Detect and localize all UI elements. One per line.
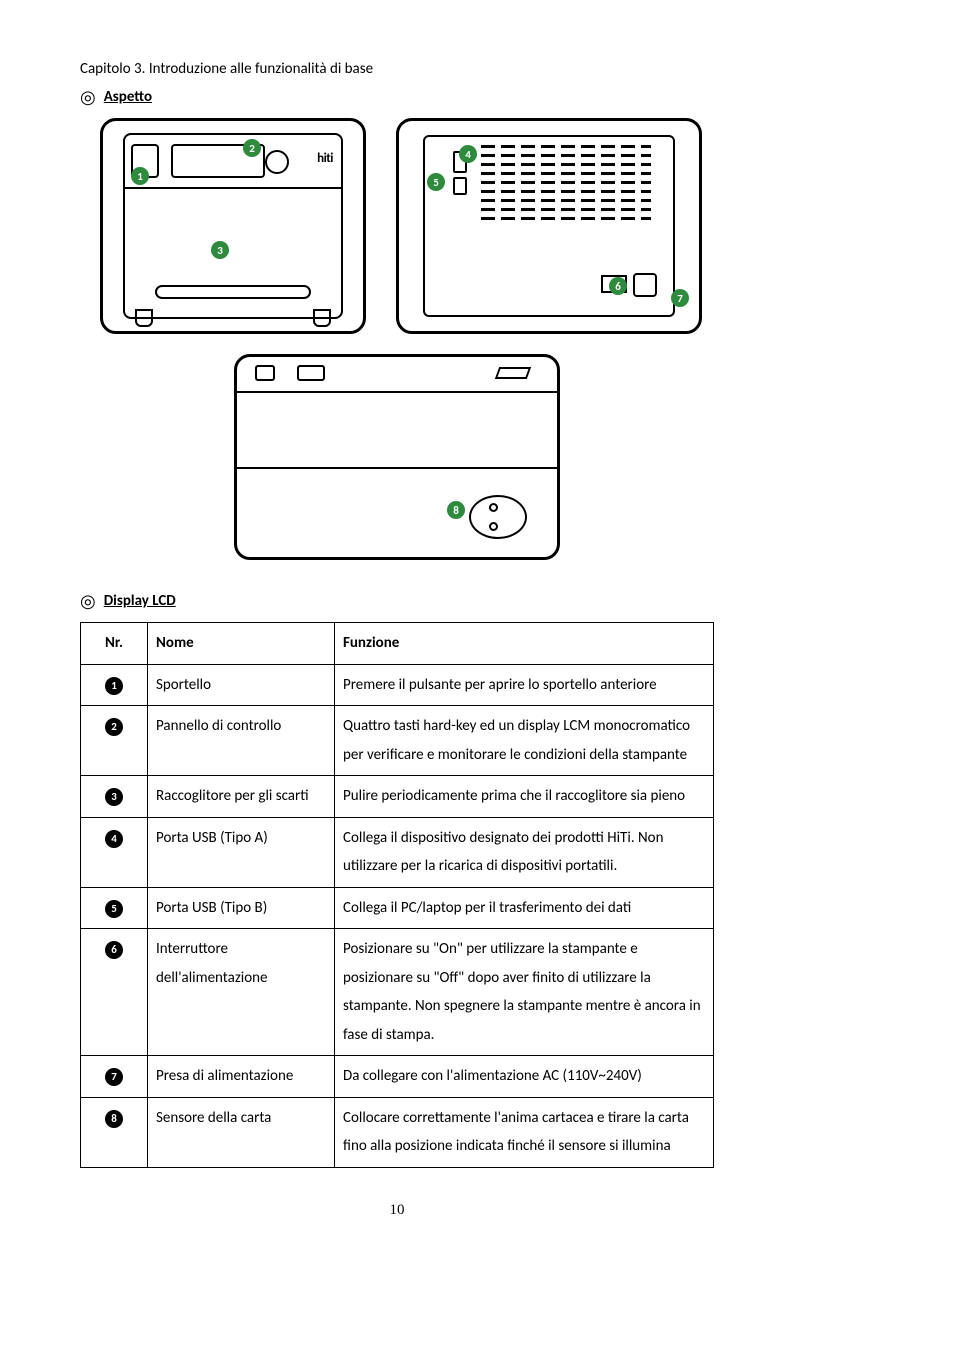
cell-funzione: Collega il PC/laptop per il trasferiment… bbox=[335, 887, 714, 929]
cell-funzione: Quattro tasti hard-key ed un display LCM… bbox=[335, 706, 714, 776]
row-badge: 5 bbox=[105, 900, 123, 918]
badge-5: 5 bbox=[427, 173, 445, 191]
section-aspetto-label: Aspetto bbox=[104, 88, 152, 106]
badge-7: 7 bbox=[671, 289, 689, 307]
table-row: 6 Interruttore dell'alimentazionePosizion… bbox=[81, 929, 714, 1056]
cell-nr: 8 bbox=[81, 1097, 148, 1167]
tray-icon bbox=[155, 285, 311, 299]
slot-2-icon bbox=[297, 365, 325, 381]
badge-3: 3 bbox=[211, 241, 229, 259]
cell-nr: 3 bbox=[81, 776, 148, 818]
cell-funzione: Da collegare con l'alimentazione AC (110… bbox=[335, 1056, 714, 1098]
badge-1: 1 bbox=[131, 167, 149, 185]
table-row: 1 SportelloPremere il pulsante per aprire… bbox=[81, 664, 714, 706]
cell-nr: 6 bbox=[81, 929, 148, 1056]
foot-left-icon bbox=[135, 309, 153, 327]
diagram-front: hiti 1 2 3 bbox=[100, 118, 366, 334]
header-nr: Nr. bbox=[81, 623, 148, 665]
brand-label: hiti bbox=[317, 151, 333, 166]
cell-nome: Sensore della carta bbox=[148, 1097, 335, 1167]
cell-nr: 1 bbox=[81, 664, 148, 706]
section-display-label: Display LCD bbox=[104, 592, 176, 610]
row-badge: 4 bbox=[105, 830, 123, 848]
table-row: 2 Pannello di controlloQuattro tasti hard… bbox=[81, 706, 714, 776]
table-row: 5 Porta USB (Tipo B)Collega il PC/laptop … bbox=[81, 887, 714, 929]
badge-6: 6 bbox=[609, 277, 627, 295]
row-badge: 7 bbox=[105, 1068, 123, 1086]
cell-funzione: Premere il pulsante per aprire lo sporte… bbox=[335, 664, 714, 706]
cell-nr: 7 bbox=[81, 1056, 148, 1098]
cell-nome: Interruttore dell'alimentazione bbox=[148, 929, 335, 1056]
cell-funzione: Collega il dispositivo designato dei pro… bbox=[335, 817, 714, 887]
cell-nome: Porta USB (Tipo A) bbox=[148, 817, 335, 887]
table-row: 3 Raccoglitore per gli scartiPulire perio… bbox=[81, 776, 714, 818]
diagrams-top-row: hiti 1 2 3 4 5 6 7 bbox=[100, 118, 714, 334]
badge-4: 4 bbox=[459, 145, 477, 163]
bullet-icon: ◎ bbox=[80, 86, 96, 108]
chapter-title: Capitolo 3. Introduzione alle funzionali… bbox=[80, 60, 714, 78]
parts-table: Nr. Nome Funzione 1 SportelloPremere il p… bbox=[80, 622, 714, 1168]
cell-nome: Presa di alimentazione bbox=[148, 1056, 335, 1098]
section-aspetto: ◎ Aspetto bbox=[80, 86, 714, 108]
header-nome: Nome bbox=[148, 623, 335, 665]
diagram-back: 4 5 6 7 bbox=[396, 118, 702, 334]
cell-nr: 5 bbox=[81, 887, 148, 929]
foot-right-icon bbox=[313, 309, 331, 327]
power-socket-icon bbox=[633, 273, 657, 297]
section-display: ◎ Display LCD bbox=[80, 590, 714, 612]
cell-nome: Raccoglitore per gli scarti bbox=[148, 776, 335, 818]
header-funzione: Funzione bbox=[335, 623, 714, 665]
cell-nome: Porta USB (Tipo B) bbox=[148, 887, 335, 929]
usb-b-icon bbox=[453, 177, 467, 195]
badge-8: 8 bbox=[447, 501, 465, 519]
row-badge: 2 bbox=[105, 718, 123, 736]
cell-nome: Sportello bbox=[148, 664, 335, 706]
table-header-row: Nr. Nome Funzione bbox=[81, 623, 714, 665]
badge-2: 2 bbox=[243, 139, 261, 157]
cell-funzione: Collocare correttamente l'anima cartacea… bbox=[335, 1097, 714, 1167]
bullet-icon: ◎ bbox=[80, 590, 96, 612]
diagram-inside: 8 bbox=[234, 354, 560, 560]
slot-3-icon bbox=[495, 367, 531, 379]
cell-funzione: Posizionare su "On" per utilizzare la st… bbox=[335, 929, 714, 1056]
row-badge: 6 bbox=[105, 941, 123, 959]
cell-nr: 2 bbox=[81, 706, 148, 776]
row-badge: 3 bbox=[105, 788, 123, 806]
table-row: 8 Sensore della cartaCollocare correttame… bbox=[81, 1097, 714, 1167]
page-number: 10 bbox=[80, 1202, 714, 1219]
cell-nome: Pannello di controllo bbox=[148, 706, 335, 776]
slot-1-icon bbox=[255, 365, 275, 381]
row-badge: 8 bbox=[105, 1110, 123, 1128]
table-row: 7 Presa di alimentazioneDa collegare con … bbox=[81, 1056, 714, 1098]
vents-icon bbox=[481, 145, 651, 226]
table-row: 4 Porta USB (Tipo A)Collega il dispositiv… bbox=[81, 817, 714, 887]
paper-core-icon bbox=[469, 495, 527, 539]
cell-funzione: Pulire periodicamente prima che il racco… bbox=[335, 776, 714, 818]
cell-nr: 4 bbox=[81, 817, 148, 887]
row-badge: 1 bbox=[105, 677, 123, 695]
